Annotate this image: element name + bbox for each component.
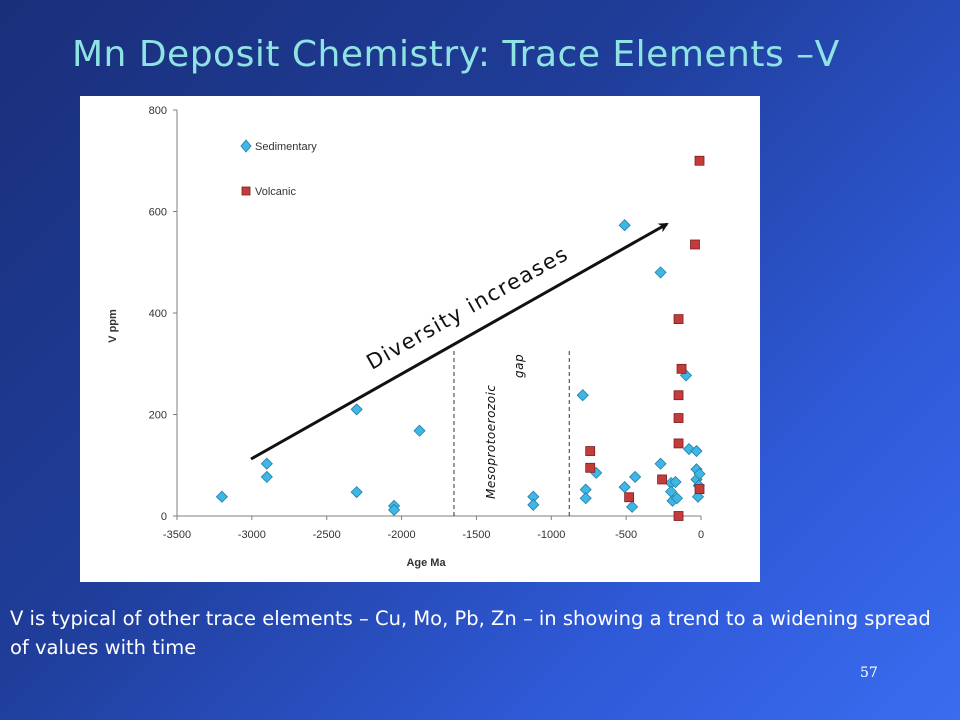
legend-marker-volcanic [241, 186, 251, 196]
sedimentary-point [682, 442, 696, 456]
x-tick-label: -3000 [238, 529, 266, 541]
trend-arrow [250, 222, 669, 461]
chart-canvas: 0 200 400 600 800 -3500 -3000 -2500 -2000 -1500 -1… [107, 105, 706, 569]
x-tick-label: -500 [615, 529, 637, 541]
gap-label-line2: gap [512, 354, 526, 378]
sedimentary-point [618, 219, 631, 232]
volcanic-point [673, 413, 684, 423]
sedimentary-point [350, 403, 363, 416]
data-points-layer [215, 155, 706, 521]
x-tick-label: -2000 [388, 529, 416, 541]
sedimentary-point [669, 475, 682, 489]
volcanic-point [673, 390, 684, 401]
sedimentary-point [413, 424, 426, 437]
x-axis-label: Age Ma [406, 557, 446, 569]
x-tick-label: 0 [698, 529, 704, 541]
sedimentary-point [654, 266, 667, 279]
y-axis-label: V ppm [107, 309, 119, 343]
slide-caption: V is typical of other trace elements – C… [10, 607, 931, 659]
slide-title: Mn Deposit Chemistry: Trace Elements –V [72, 34, 840, 75]
tick-labels-layer: 0 200 400 600 800 -3500 -3000 -2500 -2000 -1500 -1… [149, 105, 704, 541]
axes-layer [173, 109, 702, 520]
sedimentary-point [350, 486, 363, 499]
legend-marker-sedimentary [240, 139, 252, 153]
volcanic-point [676, 363, 687, 374]
volcanic-point [694, 484, 705, 495]
volcanic-point [585, 462, 596, 473]
chart-legend: Sedimentary Volcanic [240, 139, 317, 198]
scatter-chart: 0 200 400 600 800 -3500 -3000 -2500 -2000 -1500 -1… [80, 96, 760, 582]
y-tick-label: 600 [149, 207, 167, 219]
sedimentary-point [629, 470, 642, 483]
volcanic-point [673, 314, 684, 324]
sedimentary-point [388, 503, 401, 516]
trend-label: Diversity increases [362, 241, 572, 374]
volcanic-point [673, 511, 684, 521]
sedimentary-point [576, 389, 589, 402]
volcanic-point [690, 239, 700, 250]
x-tick-label: -1000 [537, 529, 565, 541]
y-tick-label: 200 [149, 410, 167, 422]
legend-label-volcanic: Volcanic [255, 186, 296, 198]
y-tick-label: 400 [149, 308, 167, 320]
sedimentary-point [654, 457, 667, 470]
x-tick-label: -2500 [313, 529, 341, 541]
y-tick-label: 0 [161, 511, 167, 523]
x-tick-label: -1500 [462, 529, 490, 541]
volcanic-point [673, 438, 684, 449]
legend-label-sedimentary: Sedimentary [255, 141, 317, 153]
sedimentary-point [670, 492, 684, 505]
sedimentary-point [618, 481, 631, 494]
sedimentary-point [527, 498, 540, 511]
volcanic-point [694, 155, 705, 166]
sedimentary-point [626, 500, 639, 513]
volcanic-point [624, 492, 635, 503]
sedimentary-point [579, 492, 592, 505]
sedimentary-point [260, 470, 273, 483]
volcanic-point [657, 474, 667, 485]
page-number: 57 [860, 665, 878, 681]
gap-label-line1: Mesoprotoerozoic [484, 385, 498, 500]
sedimentary-point [260, 457, 273, 470]
sedimentary-point [215, 490, 228, 503]
volcanic-point [585, 446, 596, 456]
y-tick-label: 800 [149, 105, 167, 117]
sedimentary-point [693, 467, 706, 480]
sedimentary-point [690, 444, 703, 458]
x-tick-label: -3500 [163, 529, 191, 541]
